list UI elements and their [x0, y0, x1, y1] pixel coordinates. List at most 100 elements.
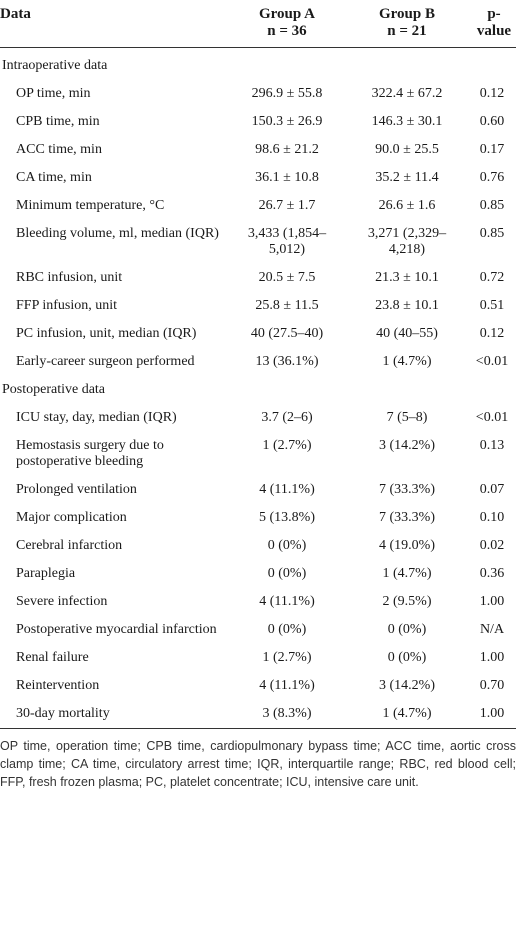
cell: 150.3 ± 26.9: [251, 114, 323, 129]
cell: <0.01: [475, 354, 509, 369]
footnote: OP time, operation time; CPB time, cardi…: [0, 739, 516, 789]
row-label: RBC infusion, unit: [16, 270, 123, 285]
data-row: Postoperative myocardial infarction 0 (0%…: [0, 616, 516, 644]
cell: 7 (33.3%): [379, 510, 435, 525]
cell: 0.07: [479, 482, 505, 497]
cell: 0.60: [479, 114, 505, 129]
cell: 23.8 ± 10.1: [375, 298, 439, 313]
row-label: ICU stay, day, median (IQR): [16, 410, 177, 425]
data-row: Cerebral infarction 0 (0%) 4 (19.0%) 0.02: [0, 532, 516, 560]
cell: 5 (13.8%): [259, 510, 315, 525]
data-row: PC infusion, unit, median (IQR) 40 (27.5–…: [0, 320, 516, 348]
cell: 40 (27.5–40): [250, 326, 324, 341]
row-label: ACC time, min: [16, 142, 102, 157]
header-text: n = 36: [267, 23, 307, 39]
cell: 296.9 ± 55.8: [251, 86, 323, 101]
cell: 3,271 (2,329–4,218): [367, 226, 447, 257]
cell: 7 (33.3%): [379, 482, 435, 497]
data-row: Paraplegia 0 (0%) 1 (4.7%) 0.36: [0, 560, 516, 588]
cell: 0 (0%): [387, 622, 427, 637]
row-label: Prolonged ventilation: [16, 482, 137, 497]
cell: 20.5 ± 7.5: [258, 270, 316, 285]
data-row: Prolonged ventilation 4 (11.1%) 7 (33.3%) 0…: [0, 476, 516, 504]
cell: 0 (0%): [267, 566, 307, 581]
cell: 0.12: [479, 86, 505, 101]
cell: 40 (40–55): [376, 326, 438, 341]
cell: 1 (2.7%): [262, 438, 312, 453]
data-row: ICU stay, day, median (IQR) 3.7 (2–6) 7 (5…: [0, 404, 516, 432]
data-row: Reintervention 4 (11.1%) 3 (14.2%) 0.70: [0, 672, 516, 700]
cell: 4 (19.0%): [379, 538, 435, 553]
row-label: PC infusion, unit, median (IQR): [16, 326, 197, 341]
data-row: 30-day mortality 3 (8.3%) 1 (4.7%) 1.00: [0, 700, 516, 729]
row-label: Paraplegia: [16, 566, 76, 581]
data-row: Minimum temperature, °C 26.7 ± 1.7 26.6 ± …: [0, 192, 516, 220]
cell: <0.01: [475, 410, 509, 425]
cell: 3 (14.2%): [379, 678, 435, 693]
cell: 0.85: [479, 226, 505, 241]
cell: 0.70: [479, 678, 505, 693]
cell: 2 (9.5%): [382, 594, 432, 609]
cell: 0.51: [479, 298, 505, 313]
cell: 0.72: [479, 270, 505, 285]
header-text: p-value: [476, 6, 512, 39]
row-label: Cerebral infarction: [16, 538, 123, 553]
cell: 1.00: [479, 706, 505, 721]
section-label: Intraoperative data: [2, 58, 108, 73]
cell: 35.2 ± 11.4: [375, 170, 439, 185]
cell: 322.4 ± 67.2: [371, 86, 443, 101]
section-label: Postoperative data: [2, 382, 106, 397]
cell: 98.6 ± 21.2: [255, 142, 319, 157]
cell: 0.76: [479, 170, 505, 185]
row-label: CPB time, min: [16, 114, 100, 129]
row-label: FFP infusion, unit: [16, 298, 118, 313]
header-text: Data: [0, 6, 31, 22]
cell: 0.36: [479, 566, 505, 581]
row-label: OP time, min: [16, 86, 91, 101]
row-label: Renal failure: [16, 650, 89, 665]
row-label: Minimum temperature, °C: [16, 198, 165, 213]
cell: 0 (0%): [267, 622, 307, 637]
data-row: CA time, min 36.1 ± 10.8 35.2 ± 11.4 0.76: [0, 164, 516, 192]
cell: 1 (4.7%): [382, 706, 432, 721]
row-label: Hemostasis surgery due to postoperative …: [16, 438, 164, 469]
header-text: Group B: [379, 6, 435, 22]
cell: 4 (11.1%): [259, 678, 315, 693]
cell: 0 (0%): [267, 538, 307, 553]
cell: 26.7 ± 1.7: [258, 198, 316, 213]
data-row: ACC time, min 98.6 ± 21.2 90.0 ± 25.5 0.17: [0, 136, 516, 164]
row-label: CA time, min: [16, 170, 92, 185]
cell: 36.1 ± 10.8: [255, 170, 319, 185]
row-label: Major complication: [16, 510, 127, 525]
cell: 0.02: [479, 538, 505, 553]
header-text: Group A: [259, 6, 315, 22]
cell: 146.3 ± 30.1: [371, 114, 443, 129]
cell: N/A: [479, 622, 505, 637]
data-row: OP time, min 296.9 ± 55.8 322.4 ± 67.2 0.12: [0, 80, 516, 108]
data-row: Severe infection 4 (11.1%) 2 (9.5%) 1.00: [0, 588, 516, 616]
cell: 1 (4.7%): [382, 354, 432, 369]
header-cell: p-value: [466, 0, 516, 48]
data-row: Early-career surgeon performed 13 (36.1%)…: [0, 348, 516, 376]
data-row: Renal failure 1 (2.7%) 0 (0%) 1.00: [0, 644, 516, 672]
data-row: FFP infusion, unit 25.8 ± 11.5 23.8 ± 10.1…: [0, 292, 516, 320]
data-row: Major complication 5 (13.8%) 7 (33.3%) 0.10: [0, 504, 516, 532]
table-body: Intraoperative data OP time, min 296.9 ± 5…: [0, 48, 516, 729]
section-row: Postoperative data: [0, 376, 516, 404]
cell: 4 (11.1%): [259, 482, 315, 497]
section-row: Intraoperative data: [0, 48, 516, 81]
cell: 3.7 (2–6): [261, 410, 313, 425]
cell: 1 (4.7%): [382, 566, 432, 581]
cell: 90.0 ± 25.5: [375, 142, 439, 157]
row-label: Early-career surgeon performed: [16, 354, 195, 369]
row-label: Reintervention: [16, 678, 100, 693]
data-row: Bleeding volume, ml, median (IQR) 3,433 (…: [0, 220, 516, 264]
data-row: Hemostasis surgery due to postoperative …: [0, 432, 516, 476]
header-cell: Data: [0, 0, 226, 48]
